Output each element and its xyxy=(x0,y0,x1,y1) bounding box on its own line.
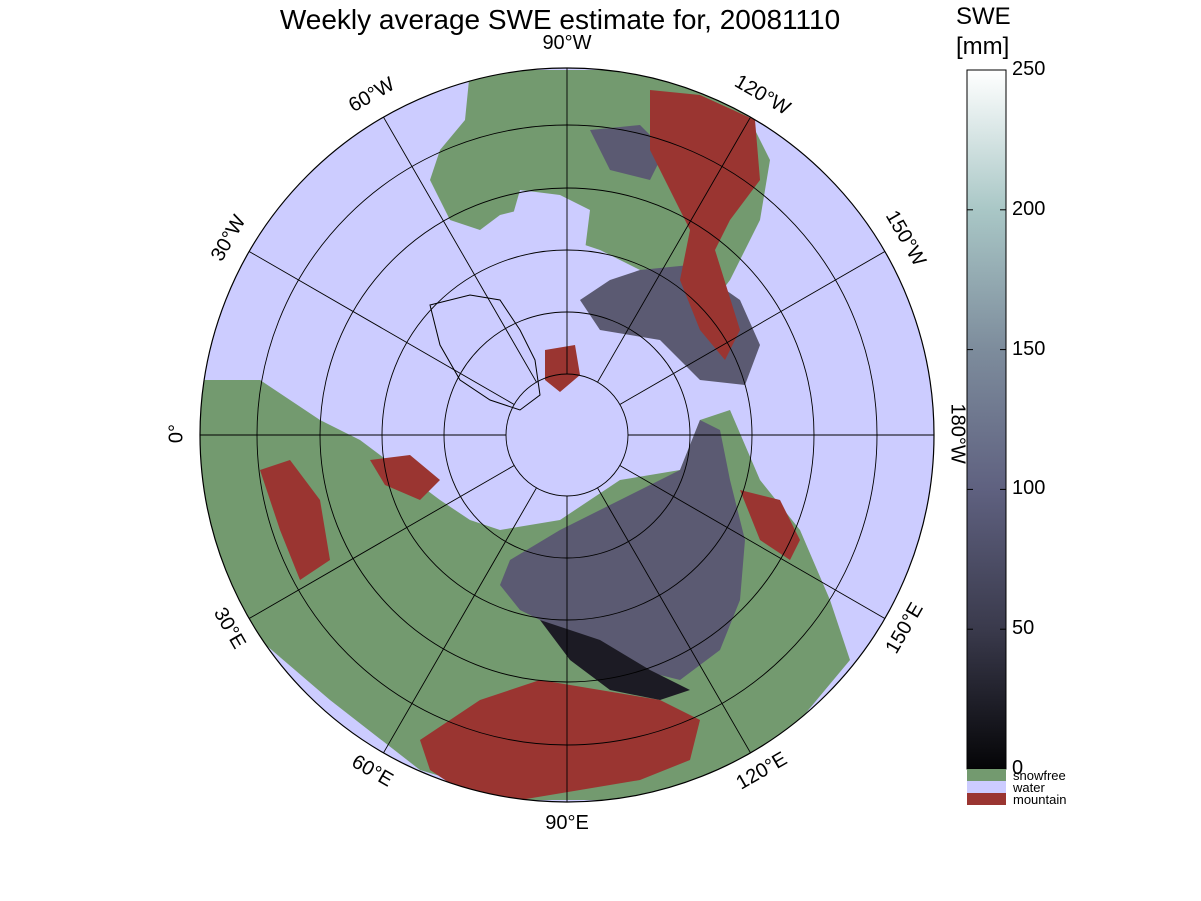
longitude-label: 90°E xyxy=(545,812,589,834)
snow-north-america xyxy=(590,125,665,180)
meridian-line xyxy=(597,487,751,754)
graticule xyxy=(200,68,934,802)
greenland xyxy=(429,294,541,411)
legend-swatch-mountain xyxy=(967,793,1006,805)
meridian-line xyxy=(619,251,886,405)
longitude-label: 90°W xyxy=(542,32,592,54)
colorbar xyxy=(966,69,1007,805)
mountain-novaya-zemlya xyxy=(370,455,440,500)
mountain-rockies xyxy=(650,90,760,360)
colorbar-tick-label: 50 xyxy=(1012,617,1035,640)
legend-swatch-water xyxy=(967,781,1006,793)
colorbar-tick-label: 100 xyxy=(1012,477,1046,500)
legend-swatch-snowfree xyxy=(967,769,1006,781)
map-title: Weekly average SWE estimate for, 2008111… xyxy=(279,4,841,35)
colorbar-title-line2: [mm] xyxy=(956,33,1010,60)
mountain-ellesmere xyxy=(545,345,580,392)
colorbar-tick-label: 0 xyxy=(1012,757,1024,779)
legend-label-mountain: mountain xyxy=(1013,792,1067,807)
longitude-label: 180°W xyxy=(946,403,969,464)
colorbar-tick-label: 250 xyxy=(1012,58,1046,80)
mountain-central-asia xyxy=(420,680,700,800)
colorbar-title-line1: SWE xyxy=(956,3,1011,30)
meridian-line xyxy=(597,116,751,383)
colorbar-tick-label: 200 xyxy=(1012,197,1046,220)
meridian-line xyxy=(248,465,515,619)
colorbar-title: SWE [mm] xyxy=(956,2,1011,62)
mountain-east-siberia xyxy=(740,490,800,560)
deep-snow-siberia xyxy=(540,620,690,700)
map-border xyxy=(199,67,935,803)
colorbar-gradient xyxy=(966,69,1007,770)
meridian-line xyxy=(619,465,886,619)
meridian-line xyxy=(248,251,515,405)
mountain-scandinavia xyxy=(260,460,330,580)
legend-label-snowfree: snowfree xyxy=(1013,768,1066,783)
legend-label-water: water xyxy=(1013,780,1045,795)
longitude-label: 0° xyxy=(165,423,188,444)
map-disk xyxy=(200,68,934,802)
meridian-line xyxy=(383,487,537,754)
meridian-line xyxy=(383,116,537,383)
colorbar-tick-label: 150 xyxy=(1012,337,1046,360)
snow-siberia xyxy=(500,420,745,680)
